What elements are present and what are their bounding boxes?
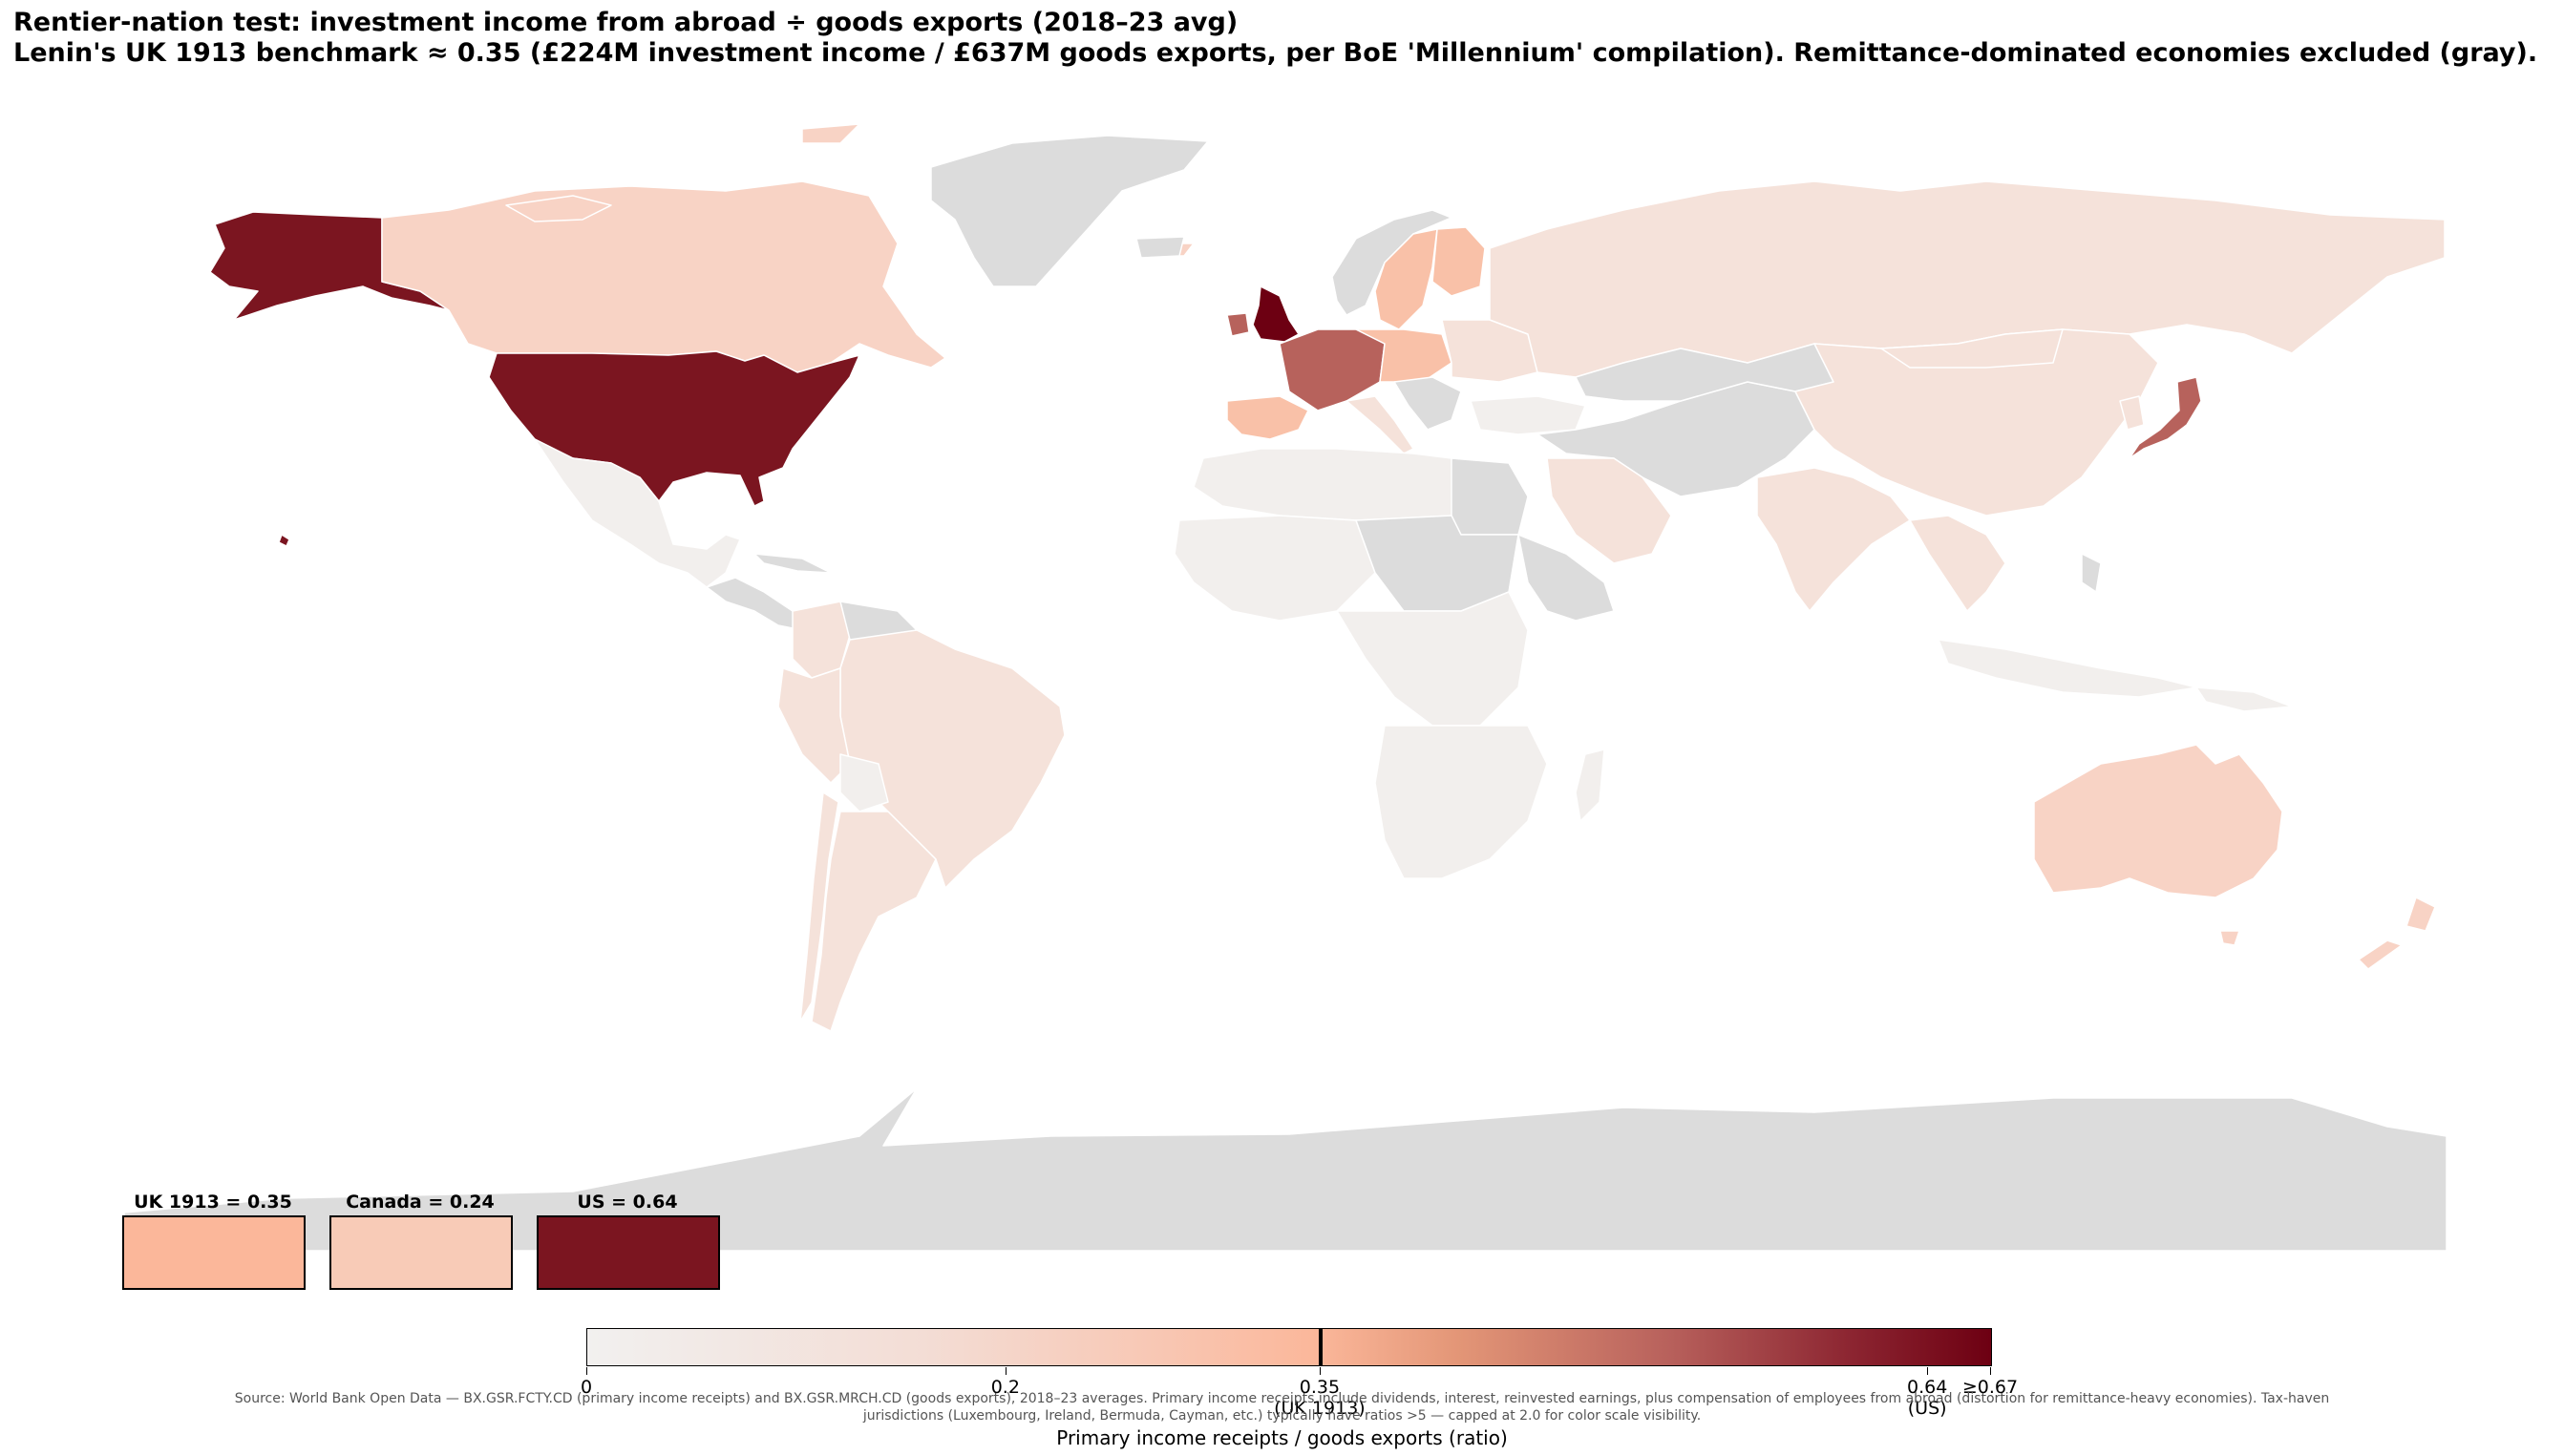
benchmark-swatch-us: [537, 1215, 720, 1290]
colorbar-tick-label: 0: [529, 1377, 644, 1398]
colorbar-tick-label: ≥0.67: [1933, 1377, 2047, 1398]
region-turkey: [1470, 395, 1586, 435]
region-india: [1756, 467, 1911, 612]
region-mexico: [534, 438, 741, 588]
uk-1913-benchmark-line: [1318, 1329, 1323, 1365]
region-australia: [2033, 744, 2283, 898]
benchmark-swatch-uk: [122, 1215, 306, 1290]
map-subtitle: Lenin's UK 1913 benchmark ≈ 0.35 (£224M …: [13, 38, 2538, 68]
region-argentina: [811, 811, 937, 1032]
colorbar-tick: [1927, 1367, 1929, 1375]
region-philippines: [2081, 553, 2102, 593]
region-new-zealand: [2358, 897, 2436, 970]
region-sweden: [1374, 228, 1438, 330]
region-west-africa: [1174, 515, 1376, 622]
benchmark-swatch-canada: [329, 1215, 513, 1290]
region-png: [2195, 686, 2293, 712]
world-choropleth-map: [123, 123, 2447, 1252]
region-madagascar: [1575, 749, 1605, 822]
region-uk: [1252, 285, 1300, 343]
colorbar-tick-value: ≥0.67: [1961, 1377, 2019, 1398]
region-saudi: [1546, 457, 1672, 564]
region-bolivia: [839, 753, 889, 812]
region-horn-of-africa: [1517, 534, 1615, 622]
region-indonesia: [1938, 639, 2197, 698]
source-note: Source: World Bank Open Data — BX.GSR.FC…: [19, 1390, 2545, 1424]
colorbar-tick: [1319, 1367, 1321, 1375]
colorbar-tick: [586, 1367, 587, 1375]
region-antarctica: [123, 1087, 2447, 1252]
region-central-europe: [1355, 328, 1452, 383]
region-hawaii: [278, 534, 290, 547]
colorbar-label: Primary income receipts / goods exports …: [1056, 1426, 1508, 1449]
benchmark-label-uk: UK 1913 = 0.35: [134, 1192, 292, 1213]
region-balkans: [1393, 376, 1462, 431]
region-finland: [1431, 226, 1486, 297]
region-chile: [799, 791, 839, 1023]
colorbar-tick-value: 0.35: [1299, 1377, 1341, 1398]
benchmark-label-us: US = 0.64: [577, 1192, 678, 1213]
colorbar-tick-label: 0.35 (UK 1913): [1262, 1377, 1377, 1419]
region-iceland: [1135, 236, 1185, 259]
colorbar-tick-value: 0.2: [990, 1377, 1020, 1398]
region-tasmania: [2219, 930, 2240, 946]
region-central-america: [706, 577, 803, 631]
region-central-africa: [1336, 591, 1529, 727]
colorbar-tick-value: 0.64: [1907, 1377, 1948, 1398]
colorbar-tick-value: 0: [580, 1377, 593, 1398]
region-southern-africa: [1374, 725, 1548, 879]
benchmark-label-canada: Canada = 0.24: [346, 1192, 495, 1213]
source-note-line-2: jurisdictions (Luxembourg, Ireland, Berm…: [862, 1408, 1702, 1424]
colorbar: [586, 1328, 1992, 1366]
region-usa: [488, 350, 860, 507]
colorbar-tick-note: (US): [1907, 1398, 1947, 1419]
region-ireland: [1226, 312, 1250, 337]
source-note-line-1: Source: World Bank Open Data — BX.GSR.FC…: [234, 1391, 2330, 1406]
region-caribbean: [753, 553, 832, 574]
region-peru: [777, 667, 851, 784]
region-canada: [381, 123, 1195, 373]
region-spain: [1226, 395, 1309, 440]
colorbar-tick: [1005, 1367, 1007, 1375]
region-italy: [1346, 395, 1414, 454]
region-alaska: [209, 211, 450, 321]
map-title: Rentier-nation test: investment income f…: [13, 8, 1239, 37]
region-korea: [2119, 395, 2145, 431]
colorbar-tick-label: 0.64 (US): [1870, 1377, 1984, 1419]
region-greenland: [930, 135, 1209, 287]
region-mongolia: [1880, 328, 2064, 369]
region-japan: [2129, 376, 2202, 459]
colorbar-tick: [1990, 1367, 1991, 1375]
colorbar-tick-note: (UK 1913): [1274, 1398, 1366, 1419]
colorbar-tick-label: 0.2: [948, 1377, 1063, 1398]
region-southeast-asia: [1909, 515, 2006, 612]
region-egypt: [1451, 457, 1529, 536]
